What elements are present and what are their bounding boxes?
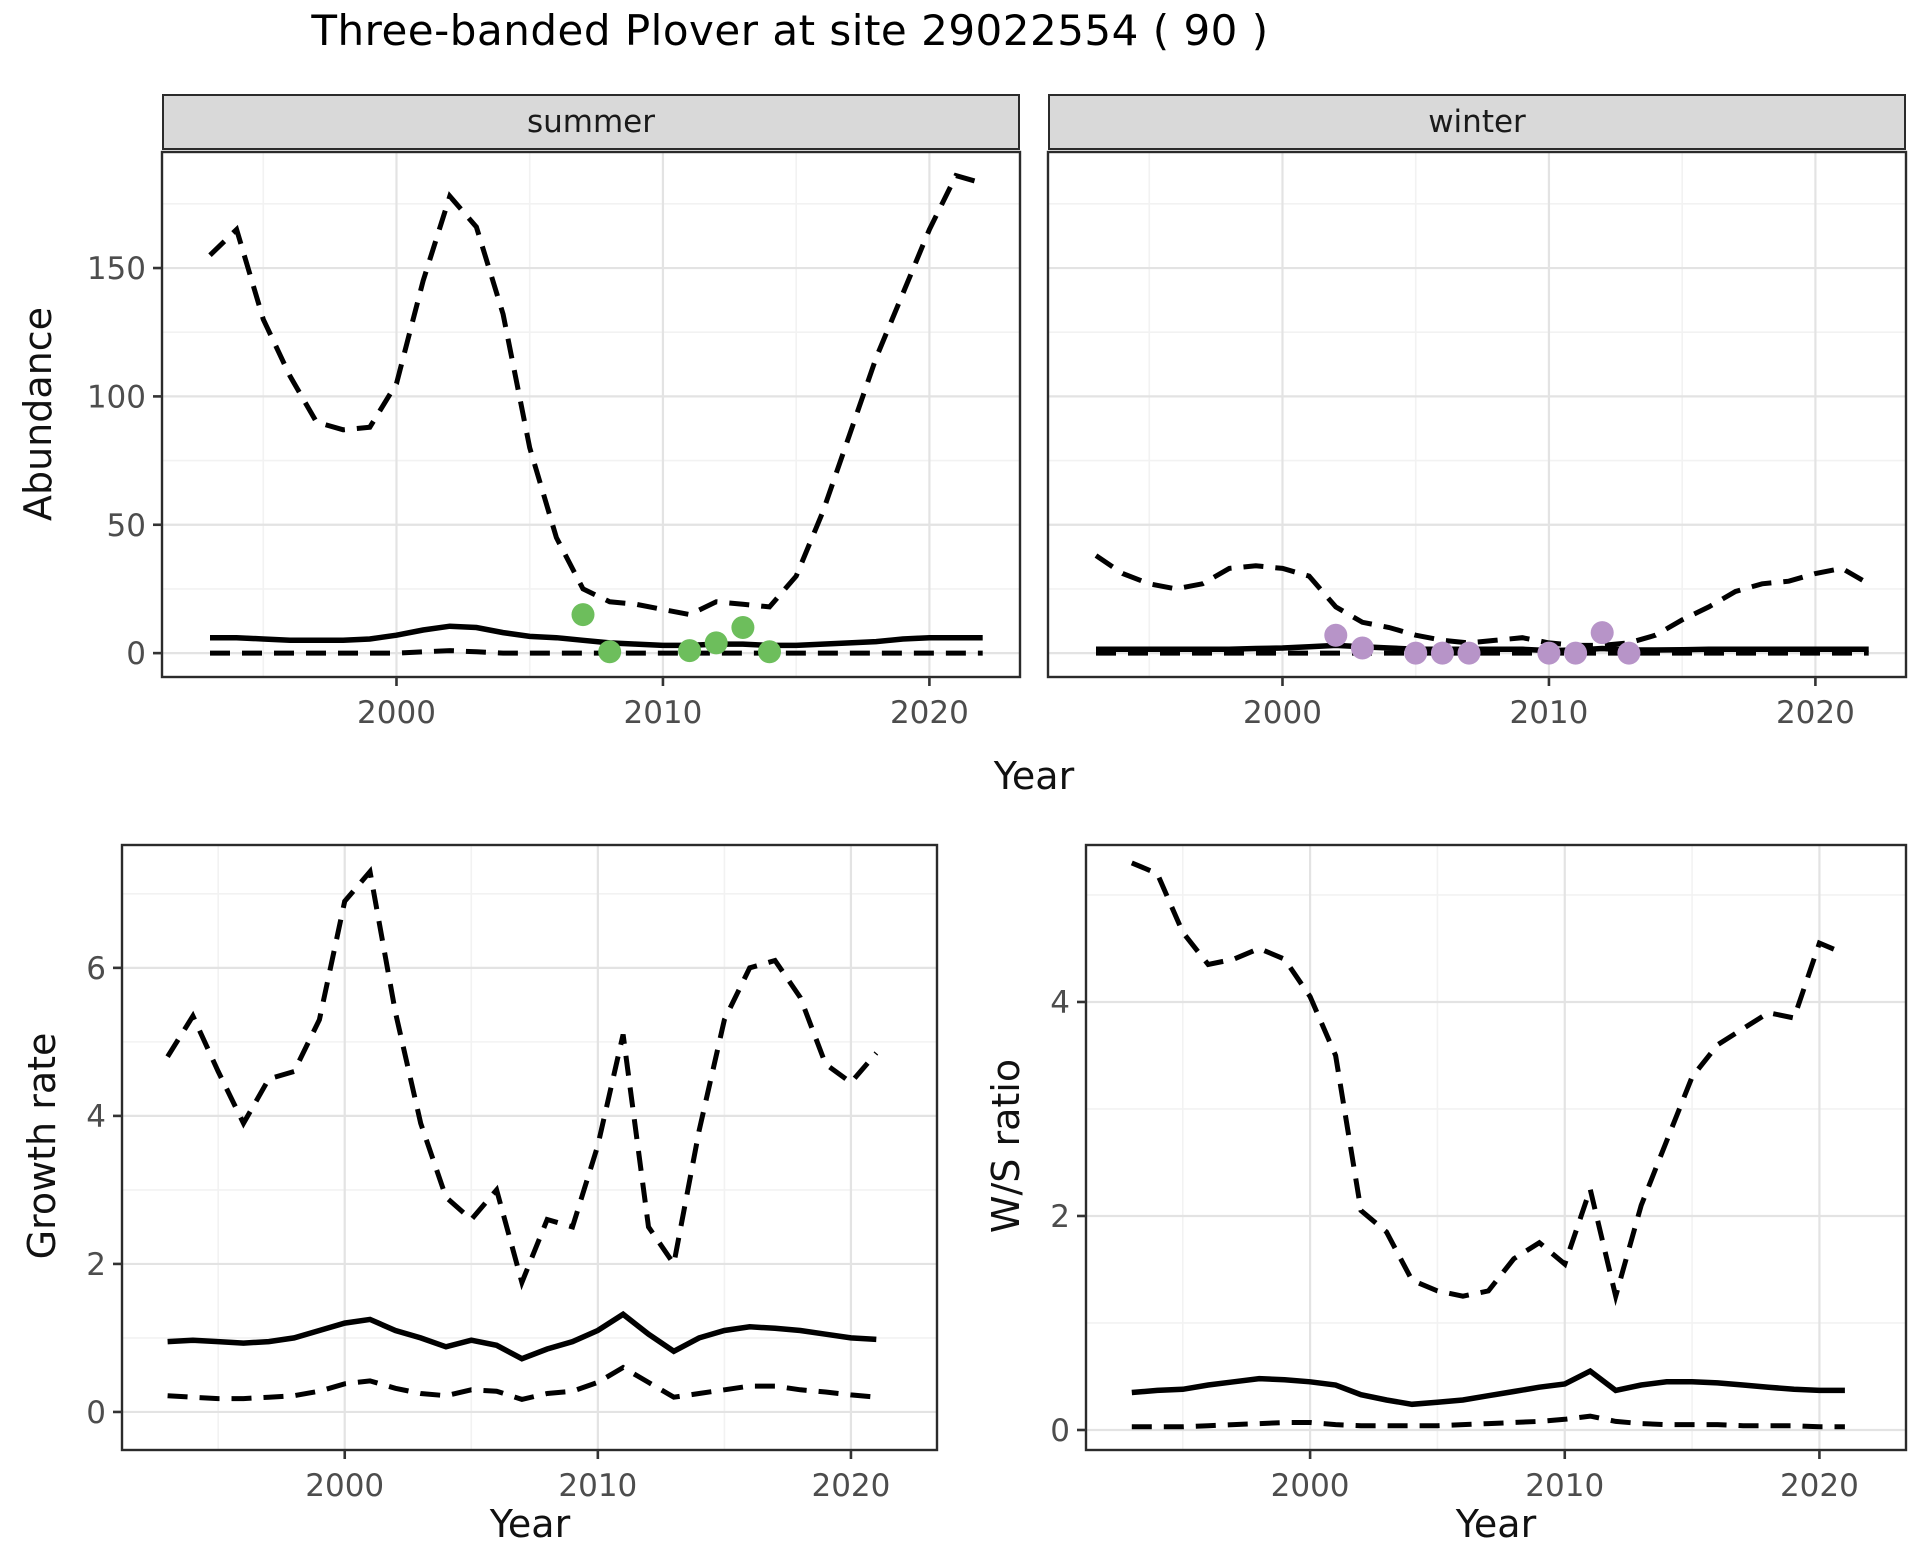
x-tick-label: 2010 (558, 1468, 637, 1504)
x-axis-title-year-top: Year (993, 754, 1075, 798)
x-tick-label: 2000 (305, 1468, 384, 1504)
x-tick-label: 2000 (1271, 1468, 1350, 1504)
data-point-observed_counts_winter (1617, 641, 1641, 665)
series-lower_ci-growth-rate (167, 1364, 877, 1402)
series-upper_ci-abundance-winter (1094, 553, 1870, 648)
data-point-observed_counts_summer (598, 640, 622, 664)
x-tick-label: 2010 (1525, 1468, 1604, 1504)
x-tick-label: 2020 (811, 1468, 890, 1504)
panel-abundance-winter: 2000 2010 2020 (1046, 150, 1908, 731)
panel-growth-rate: 2000 2010 2020 0 2 4 6 (86, 843, 939, 1504)
y-tick-label: 4 (86, 1099, 106, 1135)
series-median-ws-ratio (1131, 1367, 1845, 1408)
data-point-observed_counts_winter (1590, 621, 1614, 645)
y-tick-label: 2 (86, 1247, 106, 1283)
y-tick-label: 150 (87, 251, 146, 287)
y-tick-label: 100 (87, 379, 146, 415)
y-axis-title-ws-ratio: W/S ratio (984, 1058, 1028, 1234)
x-tick-label: 2000 (357, 695, 436, 731)
y-tick-label: 4 (1050, 985, 1070, 1021)
data-point-observed_counts_summer (704, 631, 728, 655)
data-point-observed_counts_winter (1430, 641, 1454, 665)
series-median-growth-rate (167, 1310, 877, 1362)
data-point-observed_counts_summer (571, 603, 595, 627)
data-point-observed_counts_summer (731, 616, 755, 639)
facet-strip-winter-label: winter (1428, 104, 1526, 140)
series-lower_ci-ws-ratio (1131, 1413, 1845, 1430)
x-axis-title-year-growth: Year (489, 1502, 571, 1546)
x-tick-label: 2020 (1776, 695, 1855, 731)
y-tick-label: 2 (1050, 1199, 1070, 1235)
facet-strip-summer-label: summer (526, 104, 655, 140)
facet-strip-winter: winter (1048, 94, 1906, 150)
plot-title: Three-banded Plover at site 29022554 ( 9… (311, 6, 1269, 55)
y-axis-title-abundance: Abundance (16, 306, 60, 522)
series-lower_ci-abundance-summer (210, 648, 983, 656)
data-point-observed_counts_winter (1537, 641, 1561, 665)
series-median-abundance-summer (210, 623, 983, 649)
y-tick-label: 50 (107, 508, 146, 544)
data-point-observed_counts_winter (1564, 641, 1588, 665)
x-tick-label: 2020 (890, 695, 969, 731)
data-point-observed_counts_summer (678, 639, 702, 663)
data-point-observed_counts_winter (1404, 641, 1428, 665)
y-tick-label: 0 (86, 1395, 106, 1431)
data-point-observed_counts_summer (758, 640, 781, 664)
data-point-observed_counts_winter (1457, 641, 1481, 665)
panel-ws-ratio: 2000 2010 2020 0 2 4 (1050, 843, 1908, 1504)
y-tick-label: 0 (1050, 1413, 1070, 1449)
panel-abundance-summer: 2000 2010 2020 0 50 100 150 (87, 150, 1022, 731)
data-point-observed_counts_winter (1350, 636, 1374, 660)
y-tick-label: 0 (126, 636, 146, 672)
x-axis-title-year-ws: Year (1455, 1502, 1537, 1546)
series-upper_ci-abundance-summer (208, 172, 984, 618)
x-tick-label: 2010 (623, 695, 702, 731)
facet-strip-summer: summer (162, 94, 1020, 150)
data-point-observed_counts_winter (1324, 623, 1348, 647)
series-upper_ci-growth-rate (165, 865, 879, 1291)
y-axis-title-growth-rate: Growth rate (20, 1032, 64, 1260)
series-median-abundance-winter (1096, 642, 1869, 654)
x-tick-label: 2000 (1243, 695, 1322, 731)
y-tick-label: 6 (86, 951, 106, 987)
series-upper_ci-ws-ratio (1130, 860, 1846, 1307)
x-tick-label: 2010 (1509, 695, 1588, 731)
x-tick-label: 2020 (1780, 1468, 1859, 1504)
